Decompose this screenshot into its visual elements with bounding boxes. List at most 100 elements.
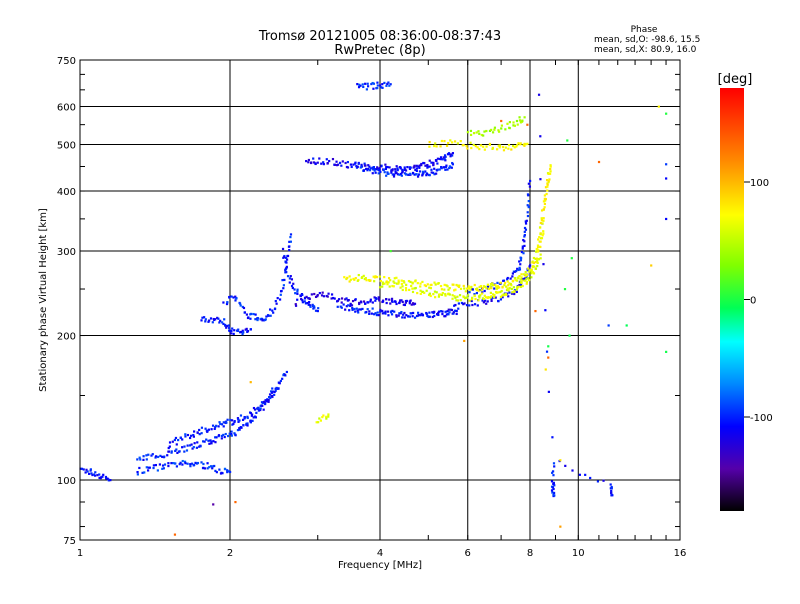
- data-point: [494, 283, 497, 287]
- data-point: [269, 314, 272, 317]
- data-point: [571, 469, 574, 472]
- data-point: [539, 240, 542, 243]
- data-point: [501, 145, 505, 149]
- data-point: [538, 226, 542, 229]
- data-point: [355, 165, 358, 168]
- data-point: [428, 165, 431, 168]
- data-point: [232, 332, 235, 336]
- data-point: [311, 303, 314, 306]
- data-point: [550, 489, 554, 492]
- data-point: [523, 233, 526, 237]
- data-point: [185, 449, 189, 452]
- data-point: [407, 315, 410, 318]
- data-point: [89, 469, 92, 472]
- data-point: [451, 152, 455, 155]
- data-point: [478, 132, 481, 135]
- data-point: [152, 466, 155, 470]
- data-point: [372, 275, 375, 278]
- data-point: [374, 171, 377, 174]
- data-point: [327, 292, 330, 295]
- data-point: [423, 291, 426, 294]
- data-point: [518, 119, 522, 122]
- data-point: [448, 293, 451, 296]
- data-point: [524, 275, 527, 278]
- y-tick-label: 750: [57, 56, 76, 67]
- data-point: [401, 170, 404, 173]
- data-point: [530, 276, 533, 279]
- data-point: [296, 290, 299, 293]
- data-point: [327, 413, 330, 416]
- data-point: [435, 172, 438, 175]
- data-point: [246, 330, 249, 333]
- data-point: [371, 166, 374, 169]
- data-point: [273, 393, 276, 396]
- data-point: [431, 315, 434, 319]
- data-point: [410, 284, 413, 288]
- data-point: [470, 298, 474, 301]
- data-point: [249, 412, 253, 415]
- data-point: [234, 500, 237, 504]
- x-tick-label: 8: [527, 548, 533, 559]
- data-point: [170, 450, 173, 453]
- data-point: [305, 159, 308, 163]
- data-point: [610, 489, 613, 493]
- data-point: [413, 173, 416, 176]
- data-point: [419, 314, 422, 317]
- data-point: [539, 178, 542, 181]
- data-point: [444, 310, 447, 313]
- data-point: [306, 301, 309, 305]
- data-point: [354, 276, 357, 280]
- data-point: [396, 169, 399, 172]
- data-point: [440, 288, 443, 291]
- data-point: [236, 417, 240, 420]
- data-point: [225, 302, 229, 306]
- data-point: [241, 305, 244, 309]
- data-point: [523, 240, 526, 243]
- data-point: [256, 317, 260, 320]
- data-point: [432, 163, 435, 166]
- data-point: [80, 467, 84, 470]
- data-point: [485, 302, 488, 305]
- data-point: [318, 157, 321, 160]
- data-point: [502, 293, 505, 296]
- data-point: [106, 477, 109, 480]
- data-point: [379, 84, 382, 87]
- data-point: [545, 192, 548, 196]
- data-point: [457, 285, 461, 289]
- grid: [80, 60, 680, 540]
- data-point: [516, 279, 519, 282]
- data-point: [192, 435, 195, 438]
- data-point: [415, 169, 418, 173]
- data-point: [523, 226, 527, 230]
- data-point: [501, 294, 504, 297]
- data-point: [446, 285, 449, 288]
- data-point: [104, 475, 108, 479]
- data-point: [522, 273, 525, 276]
- data-point: [478, 147, 481, 151]
- data-point: [435, 145, 438, 148]
- data-point: [549, 164, 552, 167]
- data-point: [393, 281, 396, 285]
- data-point: [257, 407, 260, 410]
- data-point: [312, 157, 315, 160]
- data-point: [265, 315, 268, 318]
- data-point: [440, 166, 443, 169]
- y-tick-label: 75: [63, 536, 76, 547]
- y-tick-label: 100: [57, 476, 76, 487]
- data-point: [340, 301, 343, 304]
- data-point: [314, 162, 317, 166]
- data-point: [401, 300, 404, 304]
- data-point: [374, 299, 377, 302]
- data-point: [242, 331, 245, 334]
- data-point: [173, 533, 177, 536]
- data-point: [161, 464, 165, 467]
- data-point: [480, 289, 483, 292]
- data-point: [542, 208, 545, 211]
- data-point: [387, 277, 391, 280]
- data-point: [267, 398, 270, 402]
- data-point: [516, 286, 519, 289]
- data-point: [249, 421, 252, 424]
- y-tick-label: 600: [57, 103, 76, 114]
- data-point: [234, 295, 237, 298]
- x-axis-label: Frequency [MHz]: [338, 560, 422, 571]
